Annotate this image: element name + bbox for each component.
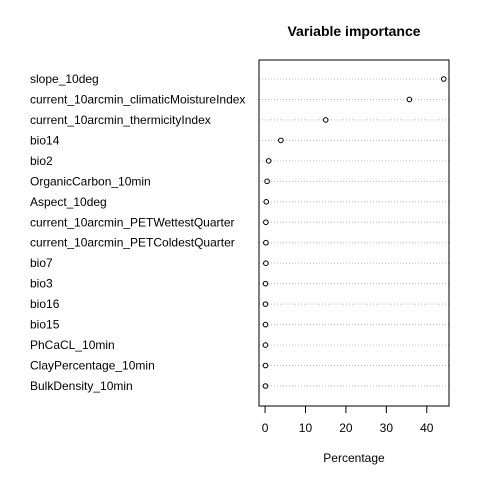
data-point [263,219,269,226]
x-tick-label: 10 [299,421,313,435]
category-label: current_10arcmin_PETWettestQuarter [30,215,235,229]
data-point [264,178,270,185]
x-tick-label: 0 [262,421,269,435]
category-label: OrganicCarbon_10min [30,174,151,188]
category-label: Aspect_10deg [30,195,107,209]
data-point [263,199,270,205]
category-label: bio3 [30,277,53,291]
x-axis: 0 10 20 30 40 [262,405,434,435]
category-label: bio14 [30,133,60,147]
plot-frame [258,59,450,407]
category-label: current_10arcmin_thermicityIndex [30,113,211,127]
category-labels: slope_10deg current_10arcmin_climaticMois… [30,72,245,393]
data-points [262,76,447,389]
data-point [262,362,269,369]
chart-title: Variable importance [287,23,420,39]
category-label: current_10arcmin_PETColdestQuarter [30,236,235,250]
category-label: slope_10deg [30,72,99,86]
x-tick-label: 40 [420,421,434,435]
data-point [322,117,329,123]
x-axis-label: Percentage [323,451,385,465]
data-point [265,158,272,164]
data-point [262,342,269,348]
data-point [262,280,269,287]
data-point [278,137,284,144]
data-point [406,96,413,103]
category-label: ClayPercentage_10min [30,359,155,373]
category-label: current_10arcmin_climaticMoistureIndex [30,92,245,106]
data-point [263,260,269,267]
x-tick-label: 30 [380,421,394,435]
data-point [262,383,269,389]
grid-lines [259,78,449,387]
data-point [440,76,447,82]
category-label: BulkDensity_10min [30,379,133,393]
data-point [262,321,269,328]
x-tick-label: 20 [339,421,353,435]
category-label: PhCaCL_10min [30,338,115,352]
category-label: bio7 [30,256,53,270]
data-point [262,301,269,307]
category-label: bio2 [30,154,53,168]
category-label: bio16 [30,297,60,311]
category-label: bio15 [30,318,60,332]
data-point [263,239,269,246]
